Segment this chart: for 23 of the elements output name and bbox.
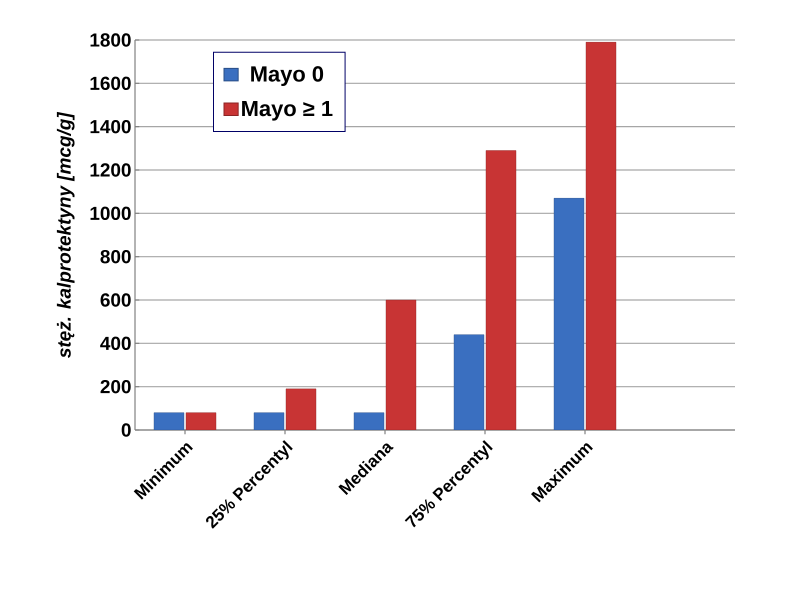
y-tick-label: 600: [100, 293, 131, 307]
y-tick-label: 400: [100, 336, 131, 350]
y-tick-label: 1800: [90, 33, 131, 47]
bar: [586, 42, 616, 430]
y-tick-label: 1200: [90, 163, 131, 177]
y-tick-label: 1600: [90, 76, 131, 90]
bar: [354, 412, 384, 430]
bar: [286, 388, 316, 430]
y-tick-label: 800: [100, 250, 131, 264]
bar: [254, 412, 284, 430]
bar: [554, 198, 584, 430]
bar: [386, 300, 416, 430]
y-tick-label: 200: [100, 380, 131, 394]
bar: [454, 334, 484, 430]
bar: [154, 412, 184, 430]
y-tick-label: 1400: [90, 120, 131, 134]
y-tick-label: 1000: [90, 206, 131, 220]
y-tick-label: 0: [122, 423, 131, 437]
legend-label: Mayo 0: [251, 66, 324, 86]
bar: [486, 150, 516, 430]
y-axis-title: stęż. kalprotektyny [mcg/g]: [56, 112, 75, 358]
legend-label: Mayo ≥ 1: [242, 100, 332, 121]
bar: [186, 412, 216, 430]
